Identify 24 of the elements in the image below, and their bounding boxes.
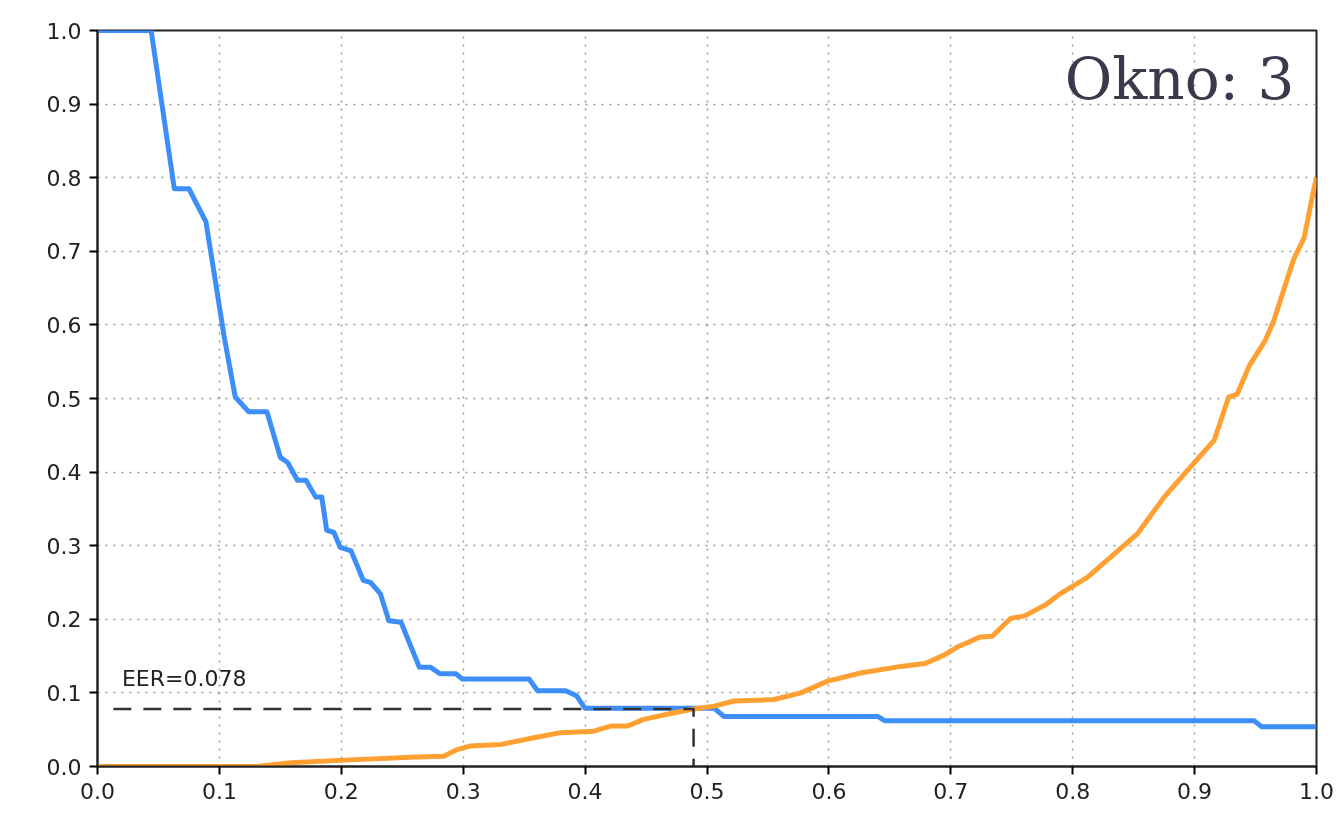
x-tick-label: 0.0: [80, 778, 116, 804]
y-tick-label: 0.4: [46, 460, 82, 486]
y-tick-label: 1.0: [46, 18, 82, 44]
x-tick-label: 0.1: [201, 778, 237, 804]
x-tick-label: 0.9: [1177, 778, 1213, 804]
x-tick-label: 0.7: [933, 778, 969, 804]
y-tick-label: 0.1: [46, 680, 82, 706]
x-tick-label: 0.2: [323, 778, 359, 804]
y-tick-label: 0.2: [46, 607, 82, 633]
y-tick-label: 0.5: [46, 386, 82, 412]
x-tick-label: 0.8: [1055, 778, 1091, 804]
y-tick-label: 0.8: [46, 165, 82, 191]
y-tick-label: 0.6: [46, 312, 82, 338]
annotation: EER=0.078: [121, 666, 247, 692]
chart-title: Okno: 3: [1064, 44, 1295, 113]
y-tick-label: 0.0: [46, 754, 82, 780]
x-tick-label: 0.6: [811, 778, 847, 804]
y-tick-label: 0.7: [46, 239, 82, 265]
x-tick-label: 0.5: [689, 778, 725, 804]
y-tick-label: 0.3: [46, 533, 82, 559]
x-tick-label: 1.0: [1299, 778, 1335, 804]
x-tick-label: 0.4: [567, 778, 603, 804]
y-tick-label: 0.9: [46, 92, 82, 118]
x-tick-label: 0.3: [445, 778, 481, 804]
